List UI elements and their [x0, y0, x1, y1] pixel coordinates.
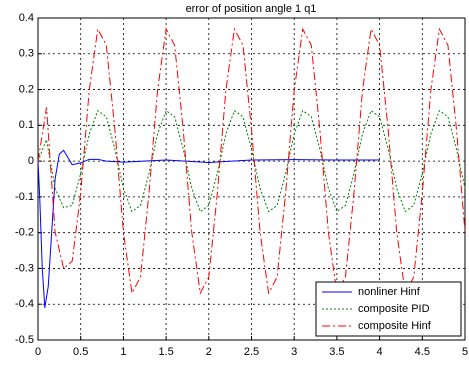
legend-label: composite Hinf — [358, 320, 432, 332]
y-tick-label: -0.3 — [15, 262, 34, 274]
x-tick-label: 4 — [377, 346, 383, 358]
x-tick-label: 2.5 — [244, 346, 259, 358]
series-line — [37, 149, 380, 308]
x-tick-label: 2 — [206, 346, 212, 358]
y-tick-label: 0.3 — [19, 48, 34, 60]
x-tick-label: 4.5 — [415, 346, 430, 358]
x-tick-label: 1.5 — [158, 346, 173, 358]
series-line — [37, 27, 466, 295]
legend-label: composite PID — [358, 303, 430, 315]
x-tick-label: 0.5 — [73, 346, 88, 358]
x-tick-label: 1 — [120, 346, 126, 358]
x-tick-label: 3.5 — [329, 346, 344, 358]
y-tick-label: -0.4 — [15, 298, 34, 310]
y-tick-label: 0.4 — [19, 12, 34, 24]
series-line — [37, 109, 466, 213]
x-tick-label: 0 — [35, 346, 41, 358]
y-tick-label: -0.1 — [15, 191, 34, 203]
y-tick-label: 0.2 — [19, 83, 34, 95]
x-tick-label: 5 — [462, 346, 468, 358]
y-tick-label: 0.1 — [19, 119, 34, 131]
legend-box — [315, 281, 462, 337]
y-tick-label: 0 — [28, 155, 34, 167]
y-tick-label: -0.5 — [15, 334, 34, 346]
x-tick-label: 3 — [291, 346, 297, 358]
legend-label: nonliner Hinf — [358, 286, 421, 298]
y-tick-label: -0.2 — [15, 227, 34, 239]
chart-title: error of position angle 1 q1 — [186, 3, 317, 15]
plot-frame — [37, 17, 466, 341]
